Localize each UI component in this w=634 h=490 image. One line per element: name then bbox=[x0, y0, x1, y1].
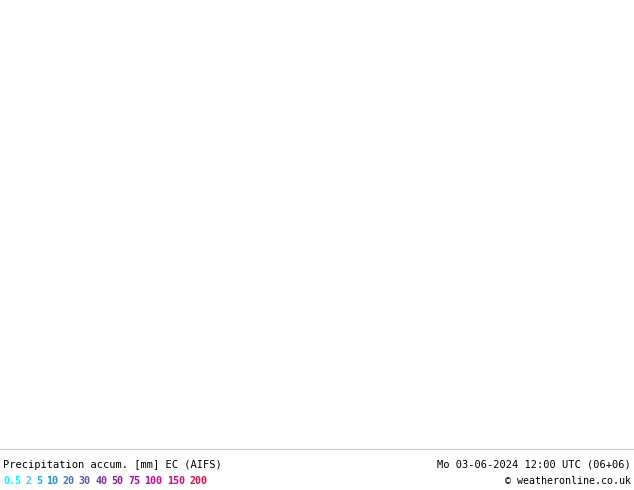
Text: Mo 03-06-2024 12:00 UTC (06+06): Mo 03-06-2024 12:00 UTC (06+06) bbox=[437, 460, 631, 470]
Text: 0.5: 0.5 bbox=[3, 475, 21, 486]
Text: 150: 150 bbox=[167, 475, 185, 486]
Text: 75: 75 bbox=[128, 475, 140, 486]
Text: 30: 30 bbox=[79, 475, 91, 486]
Text: 50: 50 bbox=[112, 475, 124, 486]
Text: 10: 10 bbox=[46, 475, 58, 486]
Text: © weatheronline.co.uk: © weatheronline.co.uk bbox=[505, 475, 631, 486]
Text: 20: 20 bbox=[62, 475, 74, 486]
Text: 40: 40 bbox=[95, 475, 107, 486]
Text: 200: 200 bbox=[190, 475, 207, 486]
Text: 100: 100 bbox=[145, 475, 162, 486]
Text: 5: 5 bbox=[36, 475, 42, 486]
Text: Precipitation accum. [mm] EC (AIFS): Precipitation accum. [mm] EC (AIFS) bbox=[3, 460, 222, 470]
Text: 2: 2 bbox=[25, 475, 32, 486]
